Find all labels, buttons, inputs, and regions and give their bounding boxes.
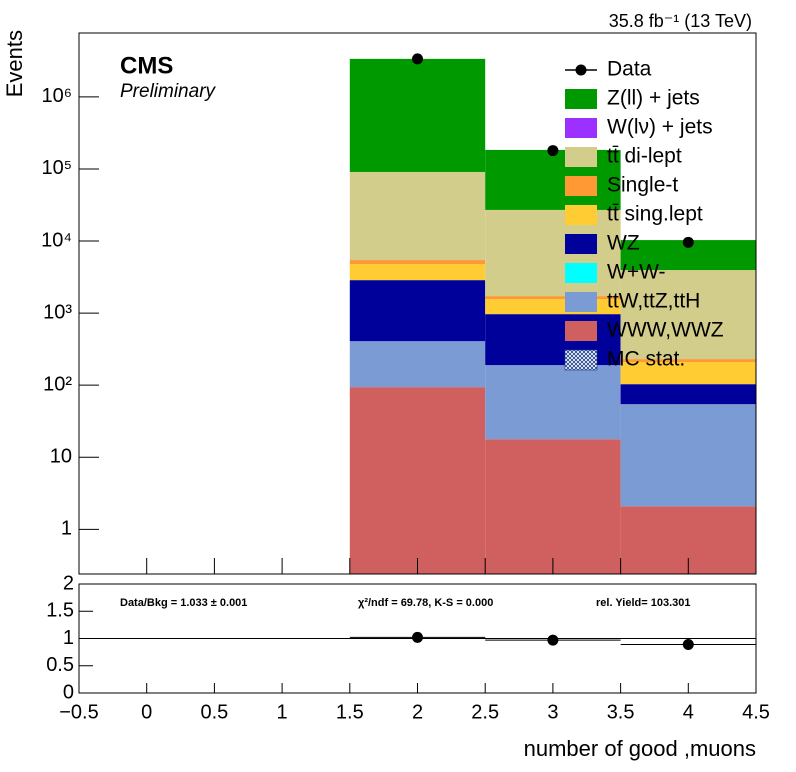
x-tick-label: 2 xyxy=(412,701,423,723)
legend-swatch xyxy=(565,147,597,167)
x-tick-label: 3.5 xyxy=(607,701,635,723)
stack-segment xyxy=(485,365,621,440)
stack-segment xyxy=(349,387,486,574)
y-tick-label: 1.5 xyxy=(46,600,74,622)
legend-swatch xyxy=(565,176,597,196)
experiment-label: CMS xyxy=(120,52,173,79)
stack-segment xyxy=(349,341,486,388)
x-tick-label: 4.5 xyxy=(742,701,770,723)
legend-swatch xyxy=(565,118,597,138)
y-tick-label: 10⁵ xyxy=(41,157,72,179)
stack-segment xyxy=(485,296,621,300)
legend-label: Z(ll) + jets xyxy=(607,87,700,110)
stack-segment xyxy=(485,314,621,366)
legend-marker xyxy=(575,64,587,76)
ratio-point xyxy=(682,638,694,650)
y-tick-label: 10⁶ xyxy=(42,85,72,107)
legend-label: WZ xyxy=(607,232,640,255)
legend-label: W(lν) + jets xyxy=(607,116,713,139)
x-axis-label: number of good ,muons xyxy=(524,736,756,761)
legend-swatch xyxy=(565,321,597,341)
y-tick-label: 1 xyxy=(63,627,74,649)
legend-label: tt̄ di-lept xyxy=(607,145,682,168)
y-tick-label: 10³ xyxy=(43,301,72,323)
stack-segment xyxy=(620,362,756,385)
stack-segment xyxy=(349,264,486,281)
x-tick-label: 0.5 xyxy=(200,701,228,723)
legend-label: ttW,ttZ,ttH xyxy=(607,290,700,313)
legend-label: tt̄ sing.lept xyxy=(607,203,703,226)
stack-segment xyxy=(620,404,756,507)
legend-label: MC stat. xyxy=(607,348,685,371)
y-tick-label: 10² xyxy=(43,373,72,395)
x-tick-label: 2.5 xyxy=(471,701,499,723)
legend-swatch xyxy=(565,292,597,312)
y-tick-label: 10 xyxy=(50,446,72,468)
legend-swatch xyxy=(565,89,597,109)
y-axis-label: Events xyxy=(2,30,27,97)
x-tick-label: 3 xyxy=(547,701,558,723)
ratio-annotation: χ²/ndf = 69.78, K-S = 0.000 xyxy=(358,597,493,609)
stack-segment xyxy=(620,384,756,405)
y-tick-label: 1 xyxy=(61,518,72,540)
stack-segment xyxy=(485,439,621,574)
lumi-label: 35.8 fb⁻¹ (13 TeV) xyxy=(609,11,752,31)
status-label: Preliminary xyxy=(120,81,217,102)
stack-segment xyxy=(349,171,486,261)
stack-segment xyxy=(485,149,621,210)
ratio-point xyxy=(547,634,559,646)
legend-swatch xyxy=(564,349,598,371)
data-point xyxy=(547,145,559,157)
y-tick-label: 10⁴ xyxy=(41,229,72,251)
stack-segment xyxy=(349,58,486,172)
y-tick-label: 0.5 xyxy=(46,654,74,676)
data-point xyxy=(412,53,423,65)
legend-swatch xyxy=(565,205,597,225)
x-tick-label: −0.5 xyxy=(59,701,98,723)
y-tick-label: 2 xyxy=(63,572,74,594)
stack-segment xyxy=(620,359,756,363)
y-tick-label: 0 xyxy=(63,681,74,703)
stack-segment xyxy=(485,209,621,297)
stack-segment xyxy=(620,270,756,360)
legend-swatch xyxy=(565,234,597,254)
stack-segment xyxy=(485,299,621,315)
legend-label: W+W- xyxy=(607,261,666,284)
x-tick-label: 4 xyxy=(683,701,694,723)
ratio-annotation: Data/Bkg = 1.033 ± 0.001 xyxy=(120,597,247,609)
ratio-annotation: rel. Yield= 103.301 xyxy=(596,597,691,609)
x-tick-label: 1.5 xyxy=(336,701,364,723)
data-point xyxy=(682,236,694,248)
stack-segment xyxy=(349,260,486,265)
ratio-point xyxy=(412,631,423,643)
stack-segment xyxy=(349,280,486,342)
legend-label: Single-t xyxy=(607,174,678,197)
legend-swatch xyxy=(565,263,597,283)
x-tick-label: 1 xyxy=(277,701,288,723)
legend-label: Data xyxy=(607,58,652,81)
legend-label: WWW,WWZ xyxy=(607,319,724,342)
x-tick-label: 0 xyxy=(141,701,152,723)
